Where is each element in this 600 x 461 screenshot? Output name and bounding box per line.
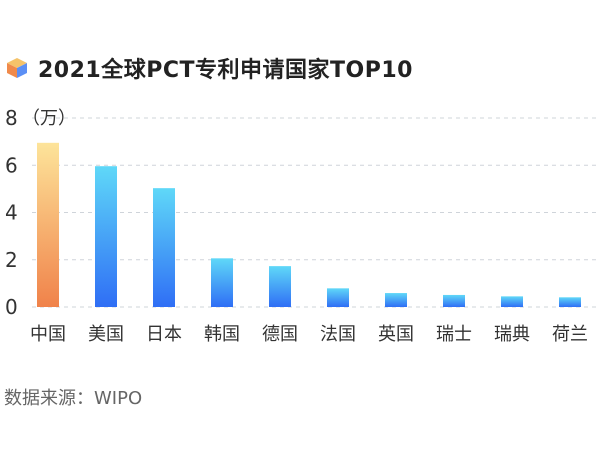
x-tick-label: 英国: [378, 324, 414, 345]
y-tick-label: 4: [5, 201, 18, 225]
y-unit-label: （万）: [22, 108, 76, 129]
x-tick-label: 瑞典: [494, 324, 530, 345]
bar-9: [501, 296, 523, 307]
bar-6: [327, 288, 349, 307]
bars: [37, 142, 581, 307]
y-tick-label: 6: [5, 153, 18, 177]
x-axis: 中国 美国 日本 韩国 德国 法国 英国 瑞士 瑞典 荷兰: [30, 324, 588, 345]
x-tick-label: 中国: [30, 324, 66, 345]
bar-10: [559, 297, 581, 307]
chart-title: 2021全球PCT专利申请国家TOP10: [38, 58, 413, 83]
y-tick-label: 2: [5, 248, 18, 272]
y-tick-label: 0: [5, 295, 18, 319]
x-tick-label: 瑞士: [436, 324, 472, 345]
bar-5: [269, 266, 291, 307]
x-tick-label: 荷兰: [552, 324, 588, 345]
x-tick-label: 美国: [88, 324, 124, 345]
y-axis: 0 2 4 6 8: [5, 106, 18, 319]
x-tick-label: 韩国: [204, 324, 240, 345]
bar-4: [211, 258, 233, 307]
data-source-note: 数据来源：WIPO: [4, 388, 143, 409]
gridlines: [32, 117, 596, 308]
x-tick-label: 日本: [146, 324, 182, 345]
chart-title-row: 2021全球PCT专利申请国家TOP10: [6, 50, 413, 86]
cube-logo-icon: [7, 58, 27, 78]
bar-8: [443, 294, 465, 307]
bar-chart: 0 2 4 6 8 （万） 中国 美国 日本 韩国 德国 法国 英国 瑞士 瑞典 荷兰: [5, 106, 596, 345]
y-tick-label: 8: [5, 106, 18, 130]
x-tick-label: 法国: [320, 324, 356, 345]
bar-2: [95, 166, 117, 307]
x-tick-label: 德国: [262, 324, 298, 345]
bar-1: [37, 142, 59, 307]
bar-7: [385, 293, 407, 307]
bar-3: [153, 188, 175, 307]
